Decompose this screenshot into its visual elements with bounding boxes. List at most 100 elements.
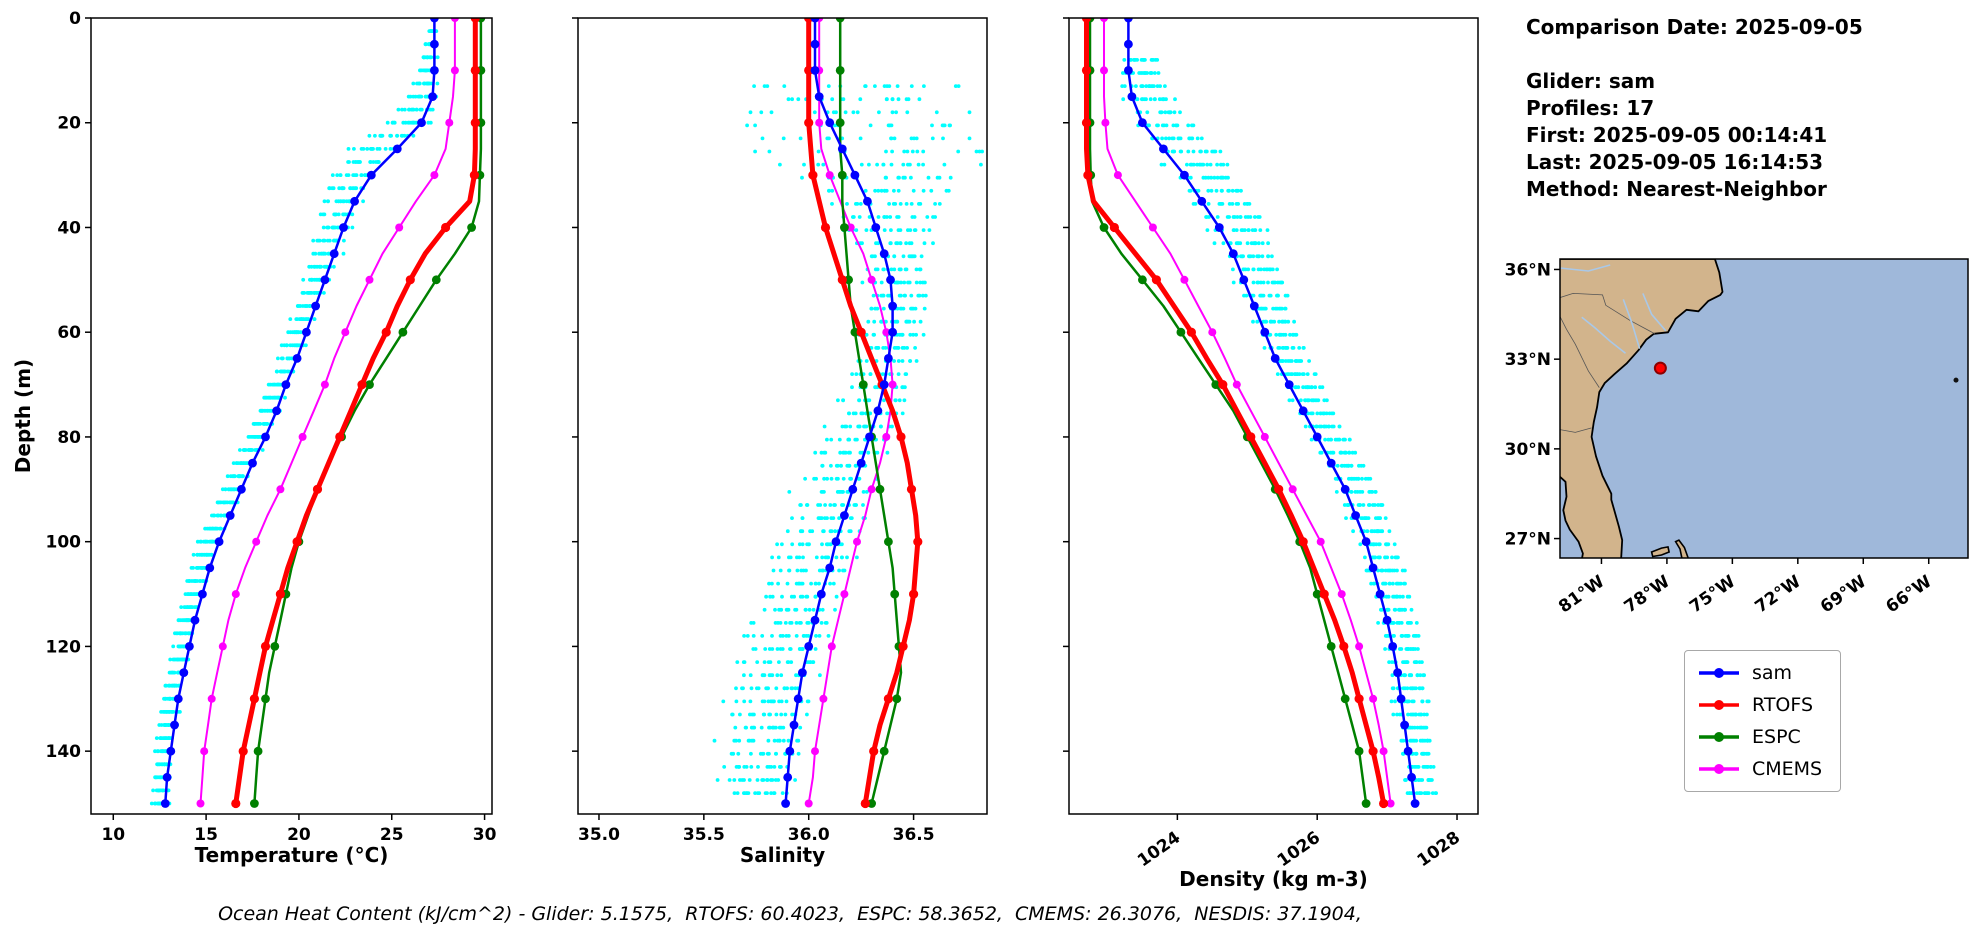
marker-dot bbox=[879, 380, 889, 389]
marker-dot bbox=[867, 799, 876, 808]
y-tick-label: 20 bbox=[57, 114, 81, 134]
marker-dot bbox=[162, 772, 172, 782]
density-profile: 1024 1026 1028 Density (kg m-3) bbox=[1063, 17, 1479, 891]
marker-dot bbox=[871, 223, 881, 232]
marker-dot bbox=[793, 694, 803, 704]
marker-dot bbox=[173, 694, 183, 704]
marker-dot bbox=[811, 747, 819, 756]
marker-dot bbox=[1288, 485, 1297, 494]
marker-dot bbox=[844, 275, 853, 285]
marker-dot bbox=[882, 328, 891, 337]
legend-label-cmems: CMEMS bbox=[1752, 758, 1823, 780]
marker-dot bbox=[1284, 380, 1294, 389]
lat-tick-label: 27°N bbox=[1505, 530, 1551, 550]
marker-dot bbox=[848, 484, 858, 494]
marker-dot bbox=[1228, 249, 1238, 259]
legend-item-cmems: CMEMS bbox=[1697, 758, 1822, 780]
marker-dot bbox=[882, 432, 891, 441]
marker-dot bbox=[1319, 589, 1329, 599]
marker-dot bbox=[160, 799, 170, 808]
marker-dot bbox=[430, 39, 439, 49]
marker-dot bbox=[249, 694, 259, 704]
small-island bbox=[1953, 377, 1959, 383]
marker-dot bbox=[200, 747, 209, 756]
axes-frame bbox=[577, 17, 988, 815]
marker-dot bbox=[166, 746, 176, 756]
marker-dot bbox=[469, 170, 479, 180]
marker-dot bbox=[445, 118, 454, 127]
marker-dot bbox=[1214, 223, 1224, 232]
series-RTOFS bbox=[1081, 18, 1389, 809]
x-axis-label: Density (kg m-3) bbox=[1179, 867, 1368, 891]
marker-dot bbox=[1337, 590, 1346, 599]
marker-dot bbox=[392, 144, 402, 154]
marker-dot bbox=[1113, 171, 1122, 180]
y-tick-label: 120 bbox=[46, 637, 82, 657]
marker-dot bbox=[302, 327, 311, 337]
marker-dot bbox=[804, 118, 814, 128]
marker-dot bbox=[366, 170, 376, 180]
marker-dot bbox=[320, 275, 330, 285]
legend-swatch-cmems bbox=[1699, 764, 1739, 774]
river-line bbox=[1642, 293, 1667, 332]
legend-marker-dot bbox=[1714, 764, 1724, 774]
marker-dot bbox=[890, 589, 900, 599]
marker-dot bbox=[341, 328, 350, 337]
marker-dot bbox=[430, 18, 439, 23]
marker-dot bbox=[225, 511, 235, 520]
series-sam bbox=[160, 18, 439, 808]
y-tick-label: 60 bbox=[57, 323, 81, 343]
marker-dot bbox=[1083, 170, 1093, 180]
marker-dot bbox=[218, 642, 227, 651]
marker-dot bbox=[1340, 694, 1350, 704]
marker-dot bbox=[1274, 484, 1284, 494]
river-line bbox=[1560, 264, 1611, 272]
marker-dot bbox=[339, 223, 348, 232]
marker-dot bbox=[1361, 799, 1371, 808]
lat-tick-label: 30°N bbox=[1505, 440, 1551, 460]
info-spacer bbox=[1526, 41, 1966, 68]
marker-dot bbox=[1239, 275, 1249, 285]
marker-dot bbox=[1081, 118, 1092, 128]
marker-dot bbox=[840, 223, 849, 232]
marker-dot bbox=[896, 432, 906, 442]
x-tick-label: 1026 bbox=[1274, 828, 1324, 872]
marker-dot bbox=[1100, 18, 1108, 22]
marker-dot bbox=[431, 275, 441, 285]
ocean-heat-content-caption: Ocean Heat Content (kJ/cm^2) - Glider: 5… bbox=[218, 903, 1362, 925]
marker-dot bbox=[837, 170, 847, 180]
marker-dot bbox=[858, 380, 868, 389]
marker-dot bbox=[1298, 406, 1308, 416]
marker-dot bbox=[1396, 694, 1406, 704]
marker-dot bbox=[1124, 66, 1133, 75]
marker-dot bbox=[835, 66, 845, 75]
marker-dot bbox=[196, 799, 205, 808]
marker-dot bbox=[1368, 746, 1378, 756]
marker-dot bbox=[875, 484, 885, 494]
marker-dot bbox=[831, 537, 841, 547]
marker-dot bbox=[785, 746, 795, 756]
y-axis-label: Depth (m) bbox=[11, 359, 35, 473]
legend-item-espc: ESPC bbox=[1697, 726, 1822, 748]
marker-dot bbox=[248, 458, 257, 468]
map-area bbox=[1560, 259, 1968, 558]
marker-dot bbox=[190, 615, 200, 625]
x-axis-label: Temperature (°C) bbox=[195, 843, 389, 867]
marker-dot bbox=[884, 537, 893, 547]
marker-dot bbox=[292, 354, 302, 363]
marker-dot bbox=[1127, 92, 1137, 101]
marker-dot bbox=[888, 380, 897, 389]
marker-dot bbox=[835, 118, 845, 128]
marker-dot bbox=[441, 222, 451, 233]
marker-dot bbox=[1211, 380, 1221, 389]
marker-dot bbox=[1369, 694, 1378, 703]
first-profile-time: First: 2025-09-05 00:14:41 bbox=[1526, 123, 1828, 147]
marker-dot bbox=[1124, 39, 1133, 49]
marker-dot bbox=[312, 484, 323, 494]
axes-frame bbox=[90, 17, 493, 815]
marker-dot bbox=[1138, 275, 1147, 285]
marker-dot bbox=[1081, 65, 1092, 75]
marker-dot bbox=[1354, 746, 1364, 756]
marker-dot bbox=[1081, 18, 1092, 23]
